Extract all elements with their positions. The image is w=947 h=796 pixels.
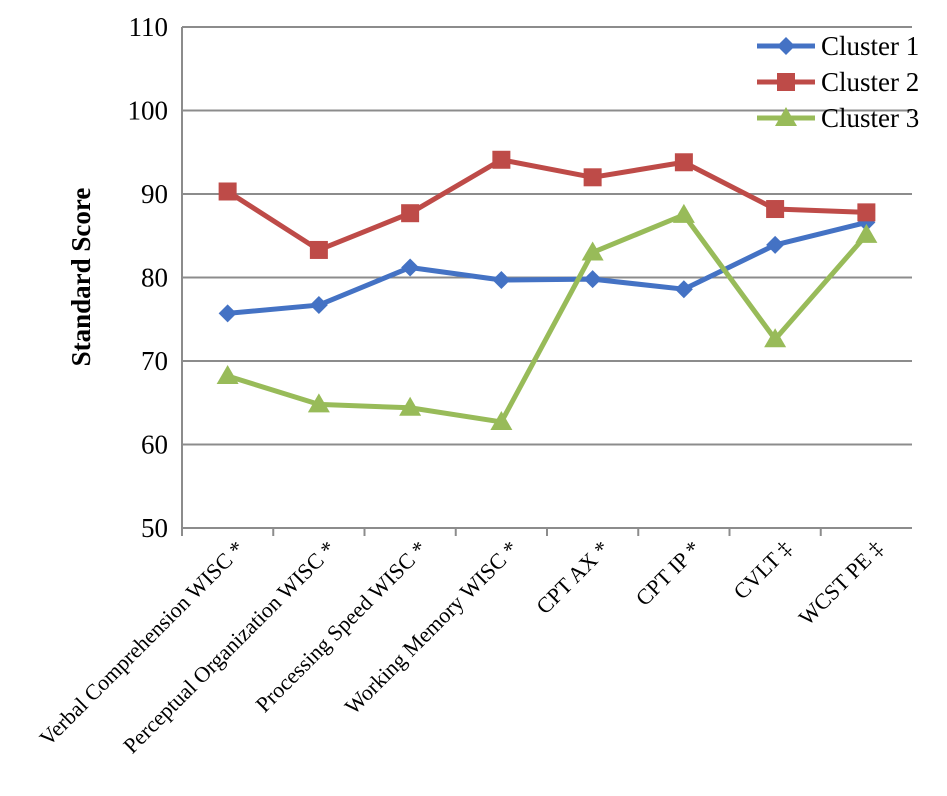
legend-label: Cluster 3 bbox=[821, 103, 919, 133]
legend-label: Cluster 2 bbox=[821, 67, 919, 97]
series-line bbox=[226, 157, 867, 253]
y-tick-label: 80 bbox=[141, 263, 168, 293]
x-tick-label: CPT IP * bbox=[631, 536, 706, 611]
data-point-square bbox=[309, 240, 328, 259]
y-tick-label: 100 bbox=[128, 96, 169, 126]
y-tick-label: 90 bbox=[141, 179, 168, 209]
legend-label: Cluster 1 bbox=[821, 31, 919, 61]
series-layer bbox=[216, 150, 878, 430]
data-point-square bbox=[777, 73, 795, 91]
data-point-diamond bbox=[401, 258, 420, 277]
data-point-triangle bbox=[399, 396, 422, 416]
y-tick-labels: 50 60 70 80 90 100 110 bbox=[128, 12, 169, 543]
legend-item: Cluster 3 bbox=[757, 103, 919, 133]
data-point-square bbox=[857, 203, 876, 222]
series-line bbox=[227, 219, 867, 316]
data-point-triangle bbox=[307, 393, 330, 413]
x-tick-label: CVLT ‡ bbox=[728, 536, 796, 604]
data-point-diamond bbox=[492, 271, 511, 290]
legend-item: Cluster 1 bbox=[757, 31, 919, 61]
x-tick-label: Processing Speed WISC * bbox=[250, 536, 431, 717]
data-point-square bbox=[766, 200, 785, 219]
axes bbox=[181, 27, 912, 536]
series-cluster-1 bbox=[218, 213, 876, 323]
series-cluster-3 bbox=[216, 203, 878, 430]
data-point-triangle bbox=[775, 107, 797, 126]
data-point-square bbox=[401, 204, 420, 223]
legend: Cluster 1 Cluster 2 Cluster 3 bbox=[757, 31, 919, 133]
x-tick-label: WCST PE ‡ bbox=[794, 536, 888, 630]
data-point-triangle bbox=[581, 241, 604, 261]
series-line bbox=[226, 212, 869, 425]
y-tick-label: 70 bbox=[141, 346, 168, 376]
data-point-triangle bbox=[672, 203, 695, 223]
y-tick-label: 110 bbox=[129, 12, 169, 42]
data-point-square bbox=[492, 150, 511, 169]
data-point-diamond bbox=[674, 280, 693, 299]
data-point-triangle bbox=[216, 365, 239, 385]
data-point-diamond bbox=[218, 304, 237, 323]
data-point-triangle bbox=[490, 410, 513, 430]
data-point-square bbox=[583, 168, 602, 187]
x-tick-label: CPT AX * bbox=[531, 536, 614, 619]
y-axis-label: Standard Score bbox=[66, 188, 96, 367]
series-cluster-2 bbox=[218, 150, 876, 259]
data-point-triangle bbox=[855, 223, 878, 243]
y-tick-label: 50 bbox=[141, 513, 168, 543]
x-tick-labels: Verbal Comprehension WISC *Perceptual Or… bbox=[34, 536, 888, 758]
data-point-square bbox=[218, 182, 237, 201]
x-tick-label: Working Memory WISC * bbox=[340, 536, 523, 719]
data-point-diamond bbox=[583, 270, 602, 289]
legend-item: Cluster 2 bbox=[757, 67, 919, 97]
data-point-diamond bbox=[766, 235, 785, 254]
data-point-square bbox=[674, 153, 693, 172]
data-point-diamond bbox=[777, 37, 795, 55]
data-point-diamond bbox=[309, 296, 328, 315]
data-point-triangle bbox=[764, 328, 787, 348]
y-tick-label: 60 bbox=[141, 430, 168, 460]
